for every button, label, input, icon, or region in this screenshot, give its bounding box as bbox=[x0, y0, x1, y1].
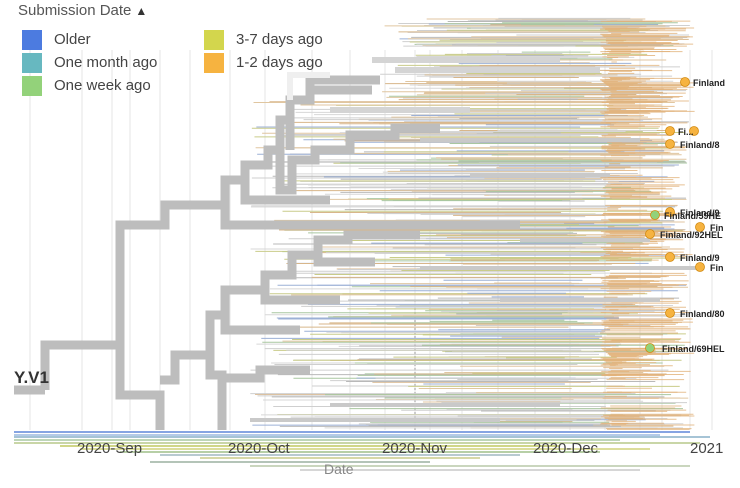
tip-circle bbox=[645, 343, 655, 353]
legend-title-text: Submission Date bbox=[18, 2, 132, 19]
legend-title[interactable]: Submission Date ▲ bbox=[18, 2, 147, 19]
tip-label[interactable]: Finland/9 bbox=[680, 208, 720, 218]
legend-label-older: Older bbox=[54, 31, 91, 48]
tip-circle bbox=[665, 139, 675, 149]
legend-label-one-week-ago: One week ago bbox=[54, 77, 151, 94]
tip-circle bbox=[650, 210, 660, 220]
tree-backbone-branches bbox=[14, 57, 700, 430]
x-axis-title: Date bbox=[324, 461, 354, 477]
backbone-branch bbox=[305, 75, 380, 90]
backbone-branch bbox=[240, 180, 330, 205]
backbone-branch-faded bbox=[287, 72, 330, 100]
x-tick-label-nov: 2020-Nov bbox=[382, 440, 448, 457]
clade-label[interactable]: Y.V1 bbox=[14, 368, 49, 387]
tip-label[interactable]: Finland/80 bbox=[680, 309, 725, 319]
legend-swatch-one-month-ago bbox=[22, 53, 42, 73]
backbone-branch bbox=[275, 123, 440, 195]
backbone-branch bbox=[220, 205, 520, 230]
backbone-branch bbox=[222, 365, 310, 383]
tip-markers bbox=[645, 77, 705, 353]
backbone-branch bbox=[260, 290, 340, 305]
tip-label[interactable]: Fin bbox=[710, 223, 724, 233]
tree-tip-branches bbox=[14, 17, 710, 471]
backbone-branch bbox=[115, 85, 372, 345]
tip-circle bbox=[680, 77, 690, 87]
tip-label[interactable]: Finland/69HEL bbox=[662, 344, 725, 354]
x-tick-label-oct: 2020-Oct bbox=[228, 440, 290, 457]
legend-label-one-month-ago: One month ago bbox=[54, 54, 158, 71]
legend-label-3-7-days-ago: 3-7 days ago bbox=[236, 31, 323, 48]
legend-swatch-3-7-days-ago bbox=[204, 30, 224, 50]
legend-label-1-2-days-ago: 1-2 days ago bbox=[236, 54, 323, 71]
tip-circle bbox=[665, 126, 675, 136]
tip-circle bbox=[695, 222, 705, 232]
tip-circle bbox=[689, 126, 699, 136]
tip-circle bbox=[665, 308, 675, 318]
tip-circle bbox=[665, 207, 675, 217]
backbone-branch bbox=[160, 230, 420, 385]
x-tick-label-sep: 2020-Sep bbox=[77, 440, 143, 457]
x-tick-label-dec: 2020-Dec bbox=[533, 440, 599, 457]
legend-swatch-older bbox=[22, 30, 42, 50]
legend-swatch-1-2-days-ago bbox=[204, 53, 224, 73]
backbone-branch bbox=[115, 345, 165, 430]
tip-circle bbox=[665, 252, 675, 262]
tip-circle bbox=[695, 262, 705, 272]
tip-circle bbox=[645, 229, 655, 239]
legend: Submission Date ▲ Older One month ago One… bbox=[16, 2, 356, 98]
tip-label[interactable]: Finland/8 bbox=[680, 140, 720, 150]
x-tick-label-2021: 2021 bbox=[690, 440, 724, 457]
tip-label[interactable]: Finland/9 bbox=[680, 253, 720, 263]
tip-label[interactable]: Fi... bbox=[678, 127, 694, 137]
tip-label[interactable]: Finland bbox=[693, 78, 725, 88]
tip-label[interactable]: Finland/92HEL bbox=[660, 230, 723, 240]
legend-swatch-one-week-ago bbox=[22, 76, 42, 96]
backbone-branch bbox=[40, 340, 120, 390]
backbone-branch bbox=[313, 255, 375, 267]
chevron-up-icon[interactable]: ▲ bbox=[135, 4, 148, 18]
backbone-branch bbox=[220, 315, 300, 335]
backbone-branch bbox=[205, 355, 227, 430]
tip-label[interactable]: Fin bbox=[710, 263, 724, 273]
tip-label[interactable]: Finland/59HE bbox=[664, 211, 722, 221]
